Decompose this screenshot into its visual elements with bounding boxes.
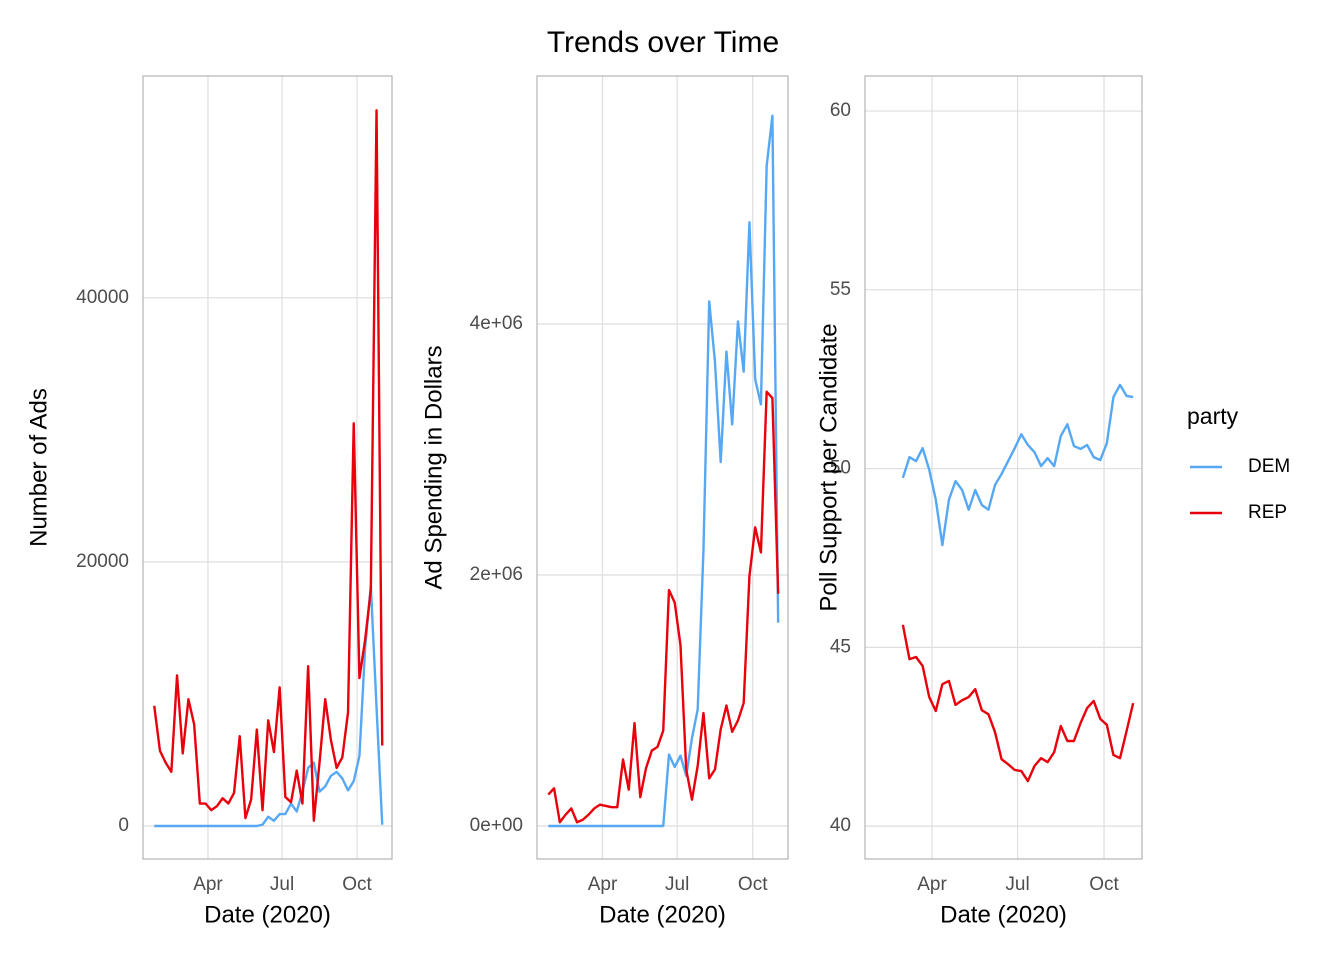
legend-label: DEM — [1248, 456, 1290, 477]
data-line — [154, 584, 384, 828]
legend-label: REP — [1248, 502, 1287, 523]
x-tick-label: Oct — [738, 874, 768, 895]
y-axis-title: Number of Ads — [25, 388, 52, 547]
figure-title: Trends over Time — [547, 26, 779, 59]
y-tick-label: 60 — [830, 100, 851, 121]
x-tick-label: Oct — [342, 874, 372, 895]
x-axis-title: Date (2020) — [940, 901, 1067, 928]
y-tick-label: 45 — [830, 636, 851, 657]
x-tick-label: Apr — [193, 874, 223, 895]
data-line — [901, 383, 1134, 547]
y-axis-title: Ad Spending in Dollars — [420, 345, 447, 589]
y-tick-label: 55 — [830, 279, 851, 300]
x-tick-label: Jul — [270, 874, 294, 895]
data-line — [901, 624, 1135, 783]
y-tick-label: 0 — [118, 815, 129, 836]
y-tick-label: 2e+06 — [470, 564, 523, 585]
panel-border — [864, 75, 1143, 860]
x-tick-label: Apr — [588, 874, 618, 895]
x-tick-label: Apr — [917, 874, 947, 895]
panel-border — [536, 75, 789, 860]
y-tick-label: 40 — [830, 815, 851, 836]
x-tick-label: Jul — [665, 874, 689, 895]
y-tick-label: 20000 — [76, 551, 129, 572]
x-tick-label: Jul — [1005, 874, 1029, 895]
y-tick-label: 4e+06 — [470, 313, 523, 334]
panel-border — [142, 75, 393, 860]
y-tick-label: 40000 — [76, 287, 129, 308]
x-tick-label: Oct — [1089, 874, 1119, 895]
data-line — [547, 390, 780, 824]
x-axis-title: Date (2020) — [599, 901, 726, 928]
y-tick-label: 50 — [830, 458, 851, 479]
legend-title: party — [1187, 403, 1239, 429]
y-axis-title: Poll Support per Candidate — [815, 323, 842, 611]
y-tick-label: 0e+00 — [470, 815, 523, 836]
x-axis-title: Date (2020) — [204, 901, 331, 928]
data-line — [153, 109, 384, 822]
data-line — [548, 114, 780, 828]
